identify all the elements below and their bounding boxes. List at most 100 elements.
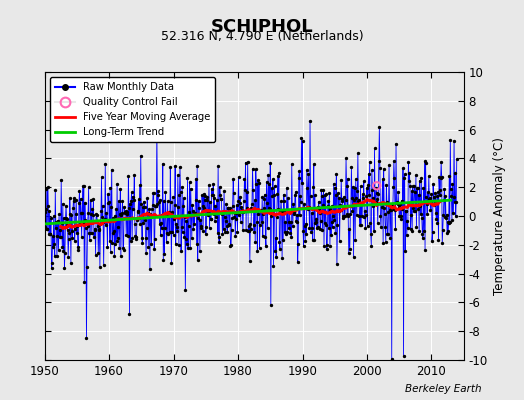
Point <box>304 171 313 178</box>
Point <box>165 212 173 219</box>
Point <box>248 165 257 172</box>
Point <box>202 230 210 237</box>
Point <box>184 245 192 252</box>
Point <box>71 226 79 232</box>
Point <box>422 201 431 207</box>
Point <box>437 159 445 166</box>
Point <box>329 224 337 230</box>
Point <box>193 163 201 169</box>
Point <box>113 234 122 241</box>
Point <box>161 224 169 231</box>
Point <box>452 213 460 219</box>
Point <box>60 265 69 271</box>
Point <box>109 214 117 221</box>
Point <box>290 211 299 218</box>
Point <box>187 185 195 192</box>
Point <box>291 192 299 198</box>
Point <box>77 196 85 202</box>
Point <box>373 182 381 189</box>
Point <box>274 205 282 212</box>
Point <box>427 200 435 206</box>
Point <box>117 212 126 218</box>
Point <box>444 220 453 226</box>
Point <box>377 204 386 210</box>
Point <box>259 211 267 218</box>
Point <box>305 225 314 232</box>
Point <box>295 168 303 174</box>
Point <box>254 211 263 217</box>
Point <box>231 210 239 216</box>
Point <box>81 200 89 206</box>
Point <box>419 234 427 241</box>
Point <box>125 205 133 211</box>
Point <box>369 203 377 209</box>
Point <box>122 232 130 238</box>
Point <box>219 208 227 215</box>
Point <box>252 166 260 172</box>
Point <box>112 238 121 244</box>
Point <box>78 210 86 216</box>
Point <box>78 234 86 240</box>
Point <box>349 184 357 190</box>
Point <box>169 194 177 200</box>
Point <box>154 188 162 194</box>
Point <box>98 213 106 220</box>
Point <box>59 248 68 254</box>
Point <box>44 203 52 209</box>
Point <box>323 242 331 248</box>
Point <box>373 190 381 197</box>
Point <box>411 189 419 195</box>
Point <box>110 252 118 259</box>
Point <box>351 185 359 191</box>
Point <box>447 193 455 199</box>
Point <box>122 208 130 214</box>
Point <box>363 223 372 230</box>
Point <box>308 225 316 232</box>
Point <box>263 200 271 206</box>
Point <box>132 234 140 240</box>
Point <box>51 186 60 193</box>
Point <box>166 228 174 235</box>
Point <box>441 214 449 220</box>
Point <box>443 218 452 225</box>
Point <box>315 210 324 216</box>
Point <box>97 208 105 214</box>
Point <box>335 195 343 201</box>
Point <box>177 248 185 254</box>
Point <box>107 166 116 173</box>
Point <box>316 226 324 232</box>
Point <box>247 226 255 232</box>
Point <box>55 211 63 218</box>
Point <box>82 335 91 342</box>
Point <box>147 241 156 247</box>
Point <box>310 237 319 244</box>
Point <box>217 211 226 217</box>
Point <box>303 166 311 173</box>
Point <box>354 150 362 156</box>
Point <box>304 206 312 212</box>
Point <box>440 186 449 192</box>
Point <box>355 197 363 203</box>
Point <box>223 223 231 230</box>
Point <box>391 226 400 232</box>
Point <box>77 210 85 217</box>
Point <box>84 184 93 190</box>
Point <box>103 244 112 250</box>
Point <box>380 204 388 211</box>
Point <box>147 213 155 220</box>
Point <box>105 238 114 244</box>
Point <box>282 231 290 238</box>
Point <box>361 224 369 231</box>
Point <box>111 213 119 219</box>
Point <box>245 228 253 234</box>
Point <box>189 226 198 232</box>
Point <box>350 254 358 260</box>
Point <box>191 209 199 216</box>
Point <box>244 228 253 234</box>
Point <box>197 225 205 232</box>
Point <box>218 231 226 237</box>
Point <box>216 196 225 202</box>
Point <box>403 218 411 224</box>
Point <box>399 165 407 172</box>
Point <box>277 198 285 204</box>
